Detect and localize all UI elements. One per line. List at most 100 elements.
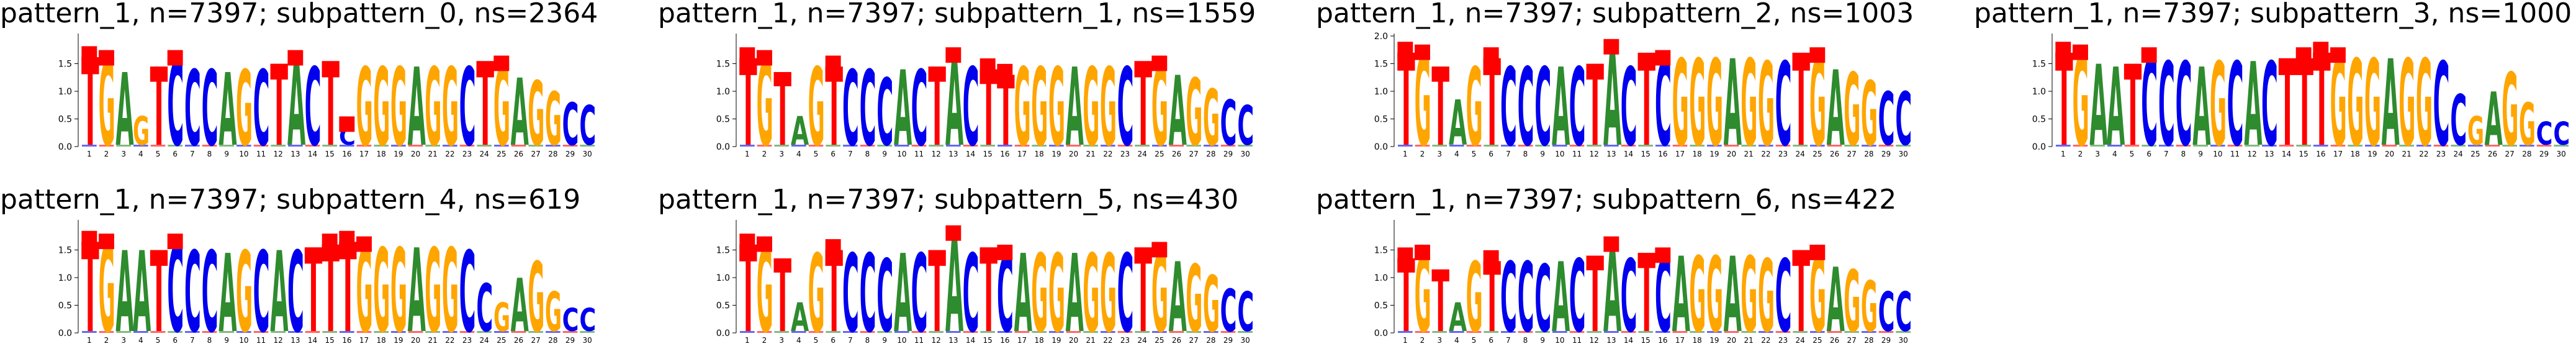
logo-letter: G [1861,63,1878,166]
x-tick-label: 20 [1069,336,1078,345]
svg-text:A: A [408,225,426,354]
logo-minor-stack [860,145,875,147]
svg-text:T: T [150,227,168,354]
logo-minor-stack [562,145,578,147]
svg-text:A: A [1724,236,1742,354]
logo-letter: G [1861,268,1878,348]
logo-minor-stack [1810,331,1825,333]
logo-minor-stack [1101,331,1115,333]
x-tick-label: 22 [1103,150,1112,158]
svg-text:G: G [1861,268,1878,348]
logo-minor-stack [1690,145,1705,147]
logo-letter: T [476,39,494,172]
logo-minor-stack [774,145,789,147]
x-tick-label: 1 [745,336,750,345]
logo-letter: C [1518,46,1534,171]
x-tick-label: 12 [274,150,283,158]
svg-text:A: A [2485,77,2503,162]
logo-minor-stack [2520,145,2534,147]
x-tick-label: 10 [239,336,248,345]
x-tick-label: 3 [121,336,126,345]
svg-text:G: G [1844,253,1860,352]
logo-letter: C [860,50,876,170]
logo-minor-stack [808,145,824,147]
position-marker [1655,247,1671,263]
svg-text:G: G [1844,53,1860,169]
x-tick-label: 28 [1206,336,1215,345]
x-tick-label: 27 [2505,150,2515,158]
logo-letter: G [2347,35,2364,173]
x-tick-label: 21 [1744,336,1754,345]
svg-text:C: C [253,50,270,170]
logo-minor-stack [1449,331,1464,333]
x-tick-label: 17 [2333,150,2343,158]
logo-panel: pattern_1, n=7397; subpattern_2, ns=1003… [1316,0,1937,176]
logo-minor-stack [133,331,148,333]
x-tick-label: 24 [1796,150,1805,158]
logo-letter: A [133,229,151,354]
logo-minor-stack [1862,331,1876,333]
svg-text:G: G [1689,236,1706,354]
x-tick-label: 9 [2198,150,2203,158]
x-tick-label: 15 [1641,336,1651,345]
x-tick-label: 17 [1017,150,1027,158]
logo-minor-stack [2141,145,2156,147]
svg-text:G: G [425,47,441,171]
logo-minor-stack [1484,145,1498,147]
logo-minor-stack [494,145,509,147]
svg-text:G: G [2398,35,2415,173]
position-marker [81,46,97,62]
svg-text:C: C [876,60,893,167]
svg-text:G: G [1758,239,1775,354]
svg-text:A: A [1449,296,1467,341]
logo-minor-stack [494,331,509,333]
svg-text:C: C [202,50,218,170]
svg-text:C: C [202,229,218,354]
svg-text:G: G [1186,246,1202,353]
logo-minor-stack [1878,331,1894,333]
logo-minor-stack [305,331,320,333]
logo-letter: G [356,47,373,171]
logo-letter: G [1031,233,1048,354]
position-marker [287,50,304,66]
logo-minor-stack [1535,331,1550,333]
logo-minor-stack [116,145,131,147]
svg-text:G: G [808,233,825,354]
x-tick-label: 13 [2264,150,2274,158]
svg-text:G: G [373,47,390,171]
svg-text:C: C [1237,281,1254,344]
x-tick-label: 14 [2282,150,2291,158]
logo-minor-stack [219,331,234,333]
logo-letter: G [2519,91,2536,158]
logo-letter: A [1449,87,1467,159]
logo-plot: 0.00.51.01.5 T1 G2 A3 G4 T5 C6 C7 C8 A9 G10 C11 T12 A… [58,34,596,174]
logo-letter: C [2227,39,2244,172]
x-tick-label: 8 [865,336,870,345]
x-tick-label: 16 [1658,336,1667,345]
logo-minor-stack [1621,331,1636,333]
svg-text:G: G [442,47,459,171]
logo-minor-stack [1083,331,1098,333]
logo-panel: pattern_1, n=7397; subpattern_5, ns=430 0… [658,186,1279,354]
x-tick-label: 1 [1403,150,1408,158]
x-tick-label: 17 [1675,150,1685,158]
x-tick-label: 30 [1241,150,1250,158]
logo-minor-stack [374,331,389,333]
logo-letter: G [390,47,407,171]
logo-minor-stack [1878,145,1894,147]
logo-minor-stack [1741,145,1756,147]
svg-text:G: G [1014,47,1031,171]
x-tick-label: 24 [480,150,489,158]
y-tick-label: 1.0 [1374,273,1388,283]
svg-text:C: C [1621,239,1637,354]
x-tick-label: 15 [2299,150,2308,158]
panel-title: pattern_1, n=7397; subpattern_4, ns=619 [0,184,581,216]
x-tick-label: 27 [1189,150,1199,158]
logo-letter: C [911,50,928,170]
logo-letter: T [980,225,998,354]
x-tick-label: 16 [342,150,351,158]
svg-text:C: C [476,270,493,347]
x-tick-label: 2 [2078,150,2083,158]
x-tick-label: 24 [1138,150,1147,158]
logo-minor-stack [1501,331,1516,333]
